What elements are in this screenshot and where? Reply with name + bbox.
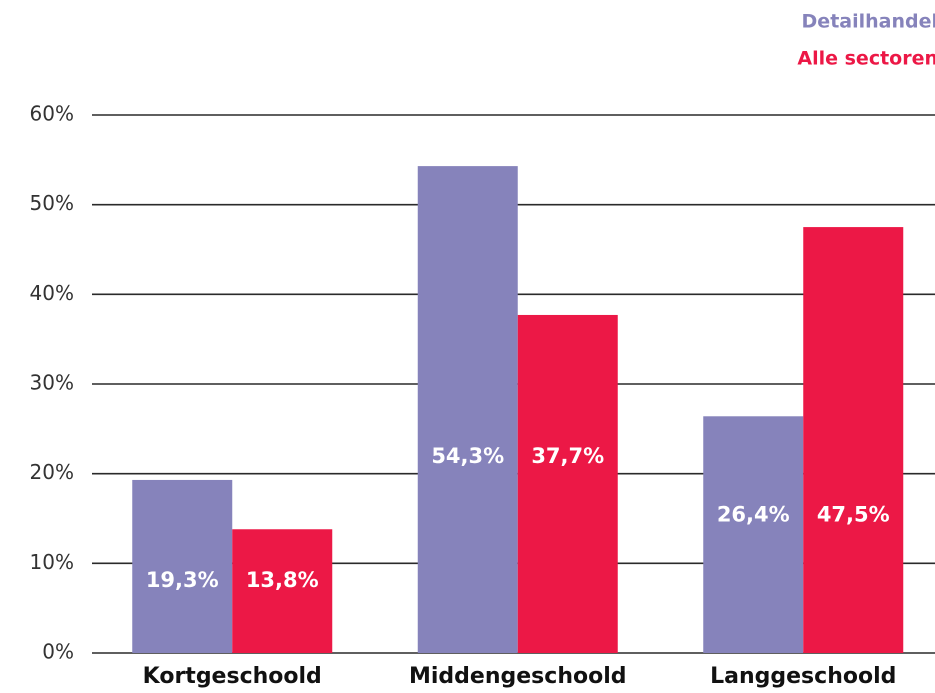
value-label: 19,3% <box>146 568 219 592</box>
legend-label: Detailhandel <box>802 11 935 33</box>
bar <box>517 314 618 653</box>
bar <box>803 227 904 654</box>
x-tick-label: Langgeschoold <box>710 664 896 689</box>
bar <box>703 416 804 653</box>
x-tick-label: Kortgeschoold <box>143 664 322 689</box>
value-label: 13,8% <box>246 568 319 592</box>
y-tick-label: 60% <box>30 102 74 126</box>
y-tick-label: 30% <box>30 371 74 395</box>
x-tick-label: Middengeschoold <box>409 664 627 689</box>
bar <box>132 479 233 653</box>
y-tick-label: 10% <box>30 550 74 574</box>
bar <box>417 166 518 654</box>
value-label: 54,3% <box>431 444 504 468</box>
value-label: 26,4% <box>717 503 790 527</box>
bar <box>232 529 333 653</box>
y-tick-label: 50% <box>30 191 74 215</box>
y-tick-label: 40% <box>30 281 74 305</box>
y-tick-label: 0% <box>42 640 74 664</box>
legend-label: Alle sectoren <box>797 48 935 70</box>
value-label: 37,7% <box>531 444 604 468</box>
value-label: 47,5% <box>817 503 890 527</box>
y-tick-label: 20% <box>30 460 74 484</box>
